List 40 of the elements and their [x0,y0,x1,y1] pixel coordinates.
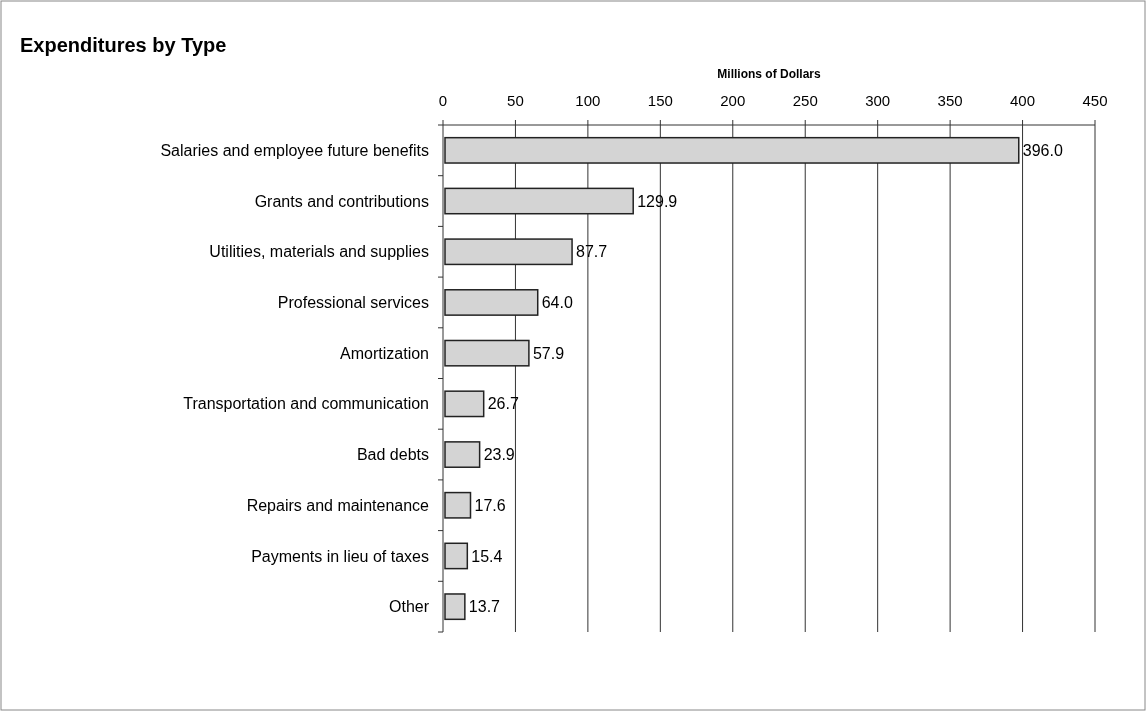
bar [444,238,573,266]
y-tick-label: Repairs and maintenance [246,496,430,514]
x-tick-label: 150 [647,92,673,109]
x-tick-label: 200 [720,92,746,109]
x-tick-label: 350 [937,92,963,109]
y-tick-label: Amortization [340,344,429,362]
x-tick-label: 300 [865,92,891,109]
text: Expenditures by Type [20,34,227,56]
y-tick-label: Utilities, materials and supplies [209,243,429,261]
x-axis-title: Millions of Dollars [717,67,821,81]
bar [444,390,485,418]
y-tick-label: Salaries and employee future benefits [160,141,429,159]
y-tick-label: Bad debts [356,446,429,464]
data-label: 396.0 [1022,141,1063,159]
bar [444,491,472,519]
x-tick-label: 400 [1010,92,1036,109]
data-label: 23.9 [483,446,515,464]
data-label: 57.9 [532,344,565,362]
bar [444,441,481,468]
y-tick-label: Other [388,598,430,616]
x-tick-label: 100 [575,92,601,109]
y-tick-label: Transportation and communication [183,395,429,413]
data-label: 13.7 [468,598,501,616]
data-label: 87.7 [576,243,608,261]
y-tick-label: Payments in lieu of taxes [251,547,429,565]
x-tick-label: 50 [507,92,524,109]
bar [444,593,466,621]
x-tick-label: 450 [1082,92,1108,109]
data-label: 64.0 [541,294,573,312]
x-tick-label: 250 [792,92,818,109]
bar [444,187,634,215]
bar [444,339,530,367]
bar [444,542,469,570]
data-label: 17.6 [474,496,506,514]
data-label: 15.4 [471,547,503,565]
x-tick-label: 0 [438,92,448,109]
y-tick-label: Professional services [277,294,429,312]
bar [444,289,539,316]
bar [444,136,1020,164]
y-tick-label: Grants and contributions [254,192,429,210]
